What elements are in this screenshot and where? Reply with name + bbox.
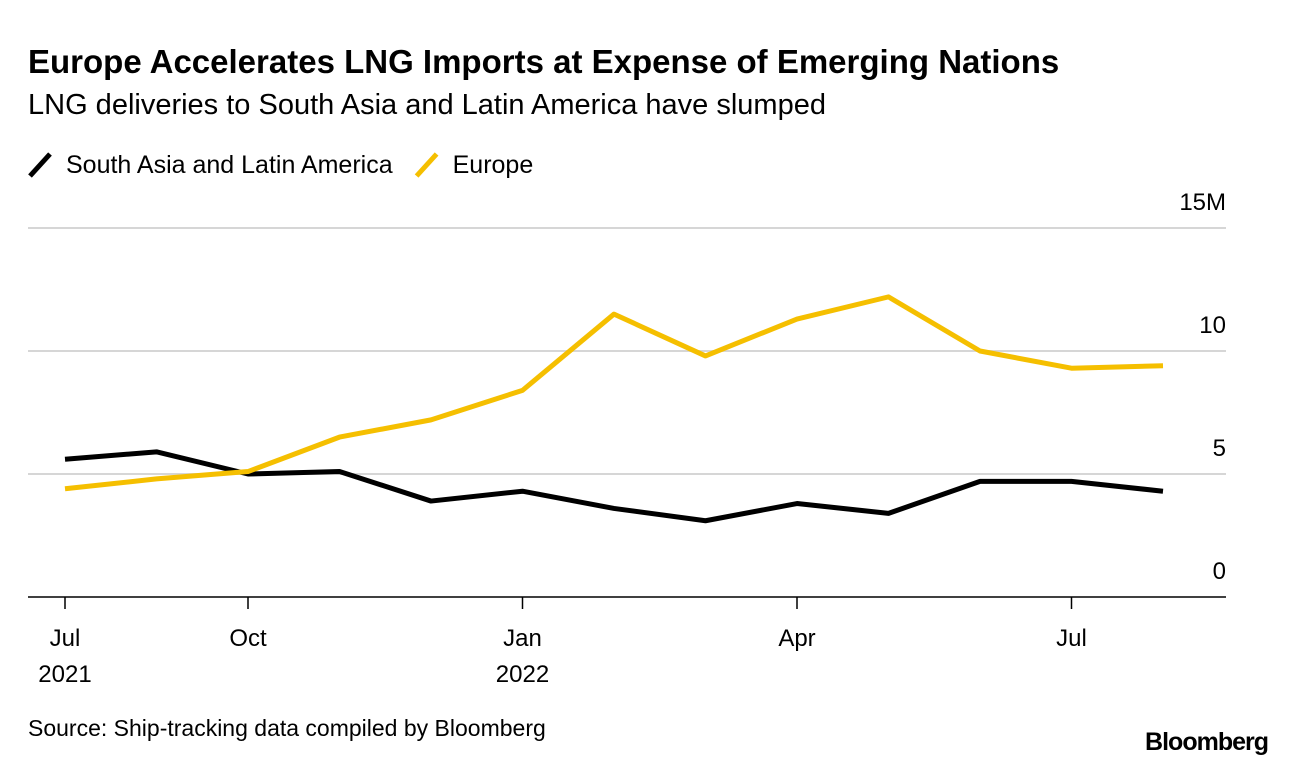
x-tick-label: Apr <box>778 625 815 652</box>
x-tick-label: 2022 <box>496 661 549 688</box>
series-line <box>64 449 1164 524</box>
chart-title: Europe Accelerates LNG Imports at Expens… <box>28 43 1059 80</box>
y-tick-label: 10 <box>1199 312 1226 339</box>
x-tick-label: Jul <box>1056 625 1087 652</box>
y-tick-label: 15M <box>1179 189 1226 216</box>
x-tick-label: Jul <box>50 625 81 652</box>
legend-label: Europe <box>453 151 534 179</box>
x-tick-label: Oct <box>229 625 267 652</box>
series-line <box>64 294 1164 492</box>
chart-subtitle: LNG deliveries to South Asia and Latin A… <box>28 89 826 121</box>
source: Source: Ship-tracking data compiled by B… <box>28 715 546 741</box>
legend-swatch <box>28 152 52 178</box>
y-tick-label: 0 <box>1213 558 1226 585</box>
brand-logo: Bloomberg <box>1145 728 1268 756</box>
legend-swatch <box>414 152 439 178</box>
x-tick-label: 2021 <box>38 661 91 688</box>
legend-label: South Asia and Latin America <box>66 151 393 179</box>
x-tick-label: Jan <box>503 625 542 652</box>
y-tick-label: 5 <box>1213 435 1226 462</box>
